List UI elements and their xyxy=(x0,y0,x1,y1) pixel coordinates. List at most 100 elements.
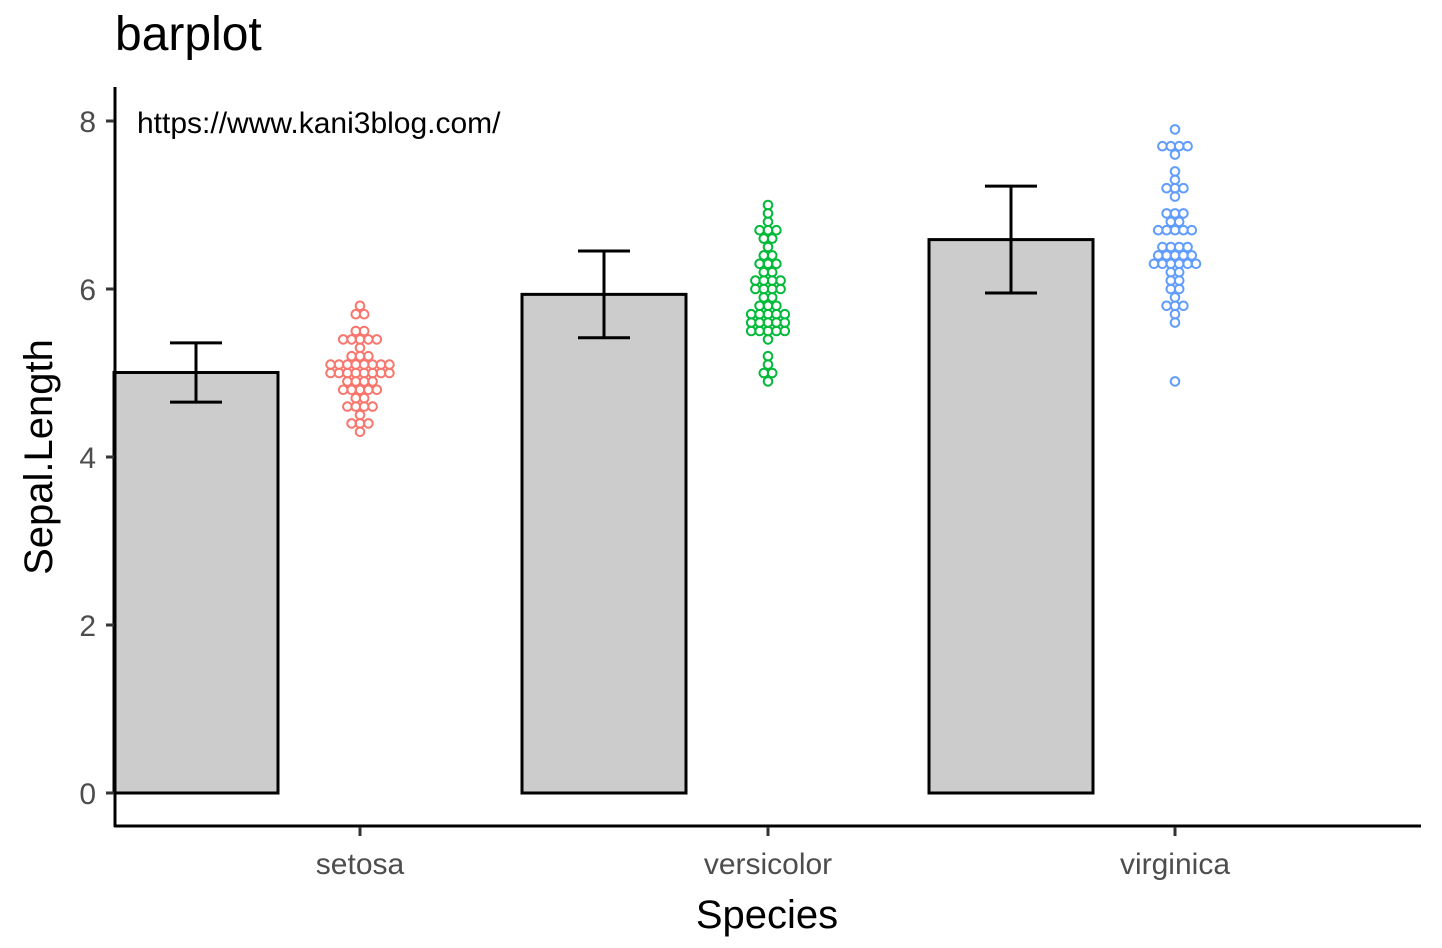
data-point-virginica xyxy=(1169,308,1181,320)
data-point-versicolor xyxy=(766,292,778,303)
data-point-versicolor xyxy=(758,266,770,278)
data-point-versicolor xyxy=(758,283,770,295)
data-point-versicolor xyxy=(766,233,778,244)
data-point-virginica xyxy=(1161,182,1172,194)
data-point-setosa xyxy=(350,376,362,387)
y-tick-label-0: 0 xyxy=(79,778,96,811)
x-axis-title: Species xyxy=(696,893,838,937)
data-point-setosa xyxy=(342,367,353,379)
bar-virginica xyxy=(927,238,1095,795)
data-point-setosa xyxy=(350,367,362,379)
data-point-setosa xyxy=(354,418,366,429)
data-point-versicolor xyxy=(766,250,778,261)
data-point-virginica xyxy=(1173,140,1185,152)
data-point-versicolor xyxy=(758,367,770,379)
data-point-versicolor xyxy=(762,325,774,337)
data-point-setosa xyxy=(363,384,374,396)
data-point-virginica xyxy=(1161,300,1172,312)
data-point-virginica xyxy=(1165,216,1177,228)
y-tick-label-4: 4 xyxy=(79,442,96,475)
data-point-versicolor xyxy=(766,275,778,286)
data-point-virginica xyxy=(1182,258,1193,270)
data-point-setosa xyxy=(350,325,362,337)
data-point-versicolor xyxy=(762,308,774,320)
y-ticks-layer: 0 2 4 6 8 xyxy=(79,106,114,811)
data-point-virginica xyxy=(1182,241,1193,253)
data-point-setosa xyxy=(358,308,370,320)
data-point-versicolor xyxy=(762,300,774,312)
data-point-setosa xyxy=(354,350,366,362)
data-point-setosa xyxy=(375,367,387,379)
data-point-versicolor xyxy=(762,258,774,270)
data-point-setosa xyxy=(346,350,357,362)
data-point-virginica xyxy=(1169,182,1181,194)
data-point-versicolor xyxy=(745,317,757,328)
data-point-versicolor xyxy=(779,325,791,337)
data-point-versicolor xyxy=(766,283,778,295)
data-point-virginica xyxy=(1186,224,1198,236)
data-point-versicolor xyxy=(771,224,782,236)
data-point-virginica xyxy=(1161,224,1172,236)
data-point-versicolor xyxy=(771,300,782,312)
x-tick-label-virginica: virginica xyxy=(1120,848,1230,881)
data-point-virginica xyxy=(1173,258,1185,270)
y-tick-label-8: 8 xyxy=(79,106,96,139)
data-point-setosa xyxy=(363,350,374,362)
data-point-setosa xyxy=(358,401,370,412)
data-point-setosa xyxy=(354,300,366,312)
data-point-versicolor xyxy=(754,325,765,337)
data-point-setosa xyxy=(375,359,387,370)
data-point-setosa xyxy=(342,401,353,412)
data-point-virginica xyxy=(1165,275,1177,286)
y-tick-label-6: 6 xyxy=(79,274,96,307)
data-point-versicolor xyxy=(766,266,778,278)
data-point-virginica xyxy=(1169,191,1181,202)
data-point-setosa xyxy=(358,359,370,370)
bar-versicolor xyxy=(520,292,688,795)
data-point-versicolor xyxy=(762,359,774,370)
data-point-versicolor xyxy=(762,317,774,328)
data-point-versicolor xyxy=(762,334,774,345)
data-point-virginica xyxy=(1178,224,1189,236)
data-point-setosa xyxy=(371,334,383,345)
data-point-virginica xyxy=(1178,182,1189,194)
data-point-setosa xyxy=(346,384,357,396)
data-point-virginica xyxy=(1169,317,1181,328)
data-point-virginica xyxy=(1165,258,1177,270)
data-point-virginica xyxy=(1178,208,1189,219)
x-tick-label-versicolor: versicolor xyxy=(704,848,832,881)
data-point-versicolor xyxy=(771,308,782,320)
data-point-versicolor xyxy=(762,376,774,387)
data-point-virginica xyxy=(1173,283,1185,295)
error-bars-layer xyxy=(170,184,1037,404)
data-point-virginica xyxy=(1178,300,1189,312)
data-point-setosa xyxy=(325,359,336,370)
data-point-setosa xyxy=(342,376,353,387)
data-point-setosa xyxy=(358,325,370,337)
data-point-versicolor xyxy=(754,258,765,270)
data-point-setosa xyxy=(354,409,366,421)
data-point-setosa xyxy=(371,384,383,396)
data-point-versicolor xyxy=(754,308,765,320)
data-point-setosa xyxy=(367,376,378,387)
data-point-versicolor xyxy=(771,325,782,337)
data-point-virginica xyxy=(1169,174,1181,186)
data-point-virginica xyxy=(1161,250,1172,261)
data-point-virginica xyxy=(1161,208,1172,219)
data-point-setosa xyxy=(384,367,395,379)
data-point-setosa xyxy=(358,392,370,404)
data-point-virginica xyxy=(1169,208,1181,219)
data-point-versicolor xyxy=(758,292,770,303)
data-point-setosa xyxy=(354,342,366,354)
chart-title: barplot xyxy=(115,8,262,61)
data-point-versicolor xyxy=(750,283,761,295)
data-point-versicolor xyxy=(775,283,786,295)
data-point-setosa xyxy=(333,367,345,379)
data-point-setosa xyxy=(354,334,366,345)
data-point-virginica xyxy=(1169,224,1181,236)
x-ticks-layer: setosa versicolor virginica xyxy=(316,827,1230,881)
data-point-virginica xyxy=(1169,149,1181,160)
data-point-versicolor xyxy=(745,308,757,320)
data-point-virginica xyxy=(1178,250,1189,261)
